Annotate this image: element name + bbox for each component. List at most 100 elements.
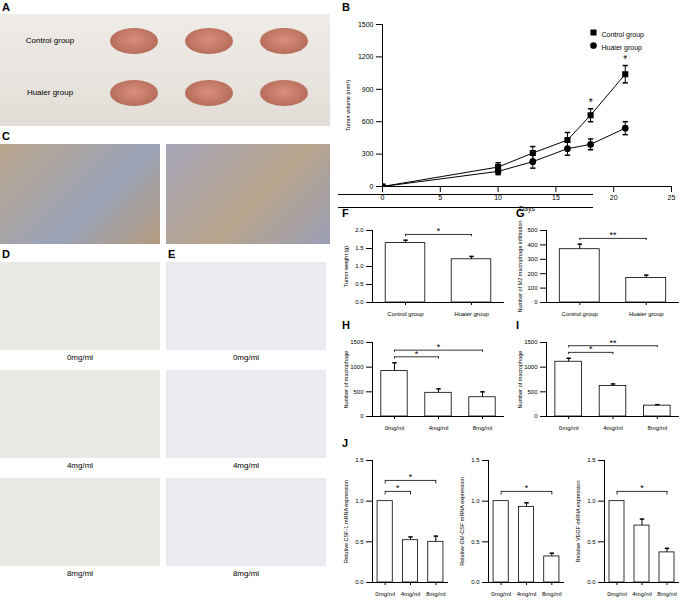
svg-text:200: 200 — [527, 271, 538, 277]
svg-text:1.0: 1.0 — [355, 263, 364, 269]
html-text:A: A — [2, 1, 10, 13]
svg-text:8mg/ml: 8mg/ml — [426, 591, 446, 597]
svg-text:2.0: 2.0 — [355, 227, 364, 233]
svg-text:4mg/ml: 4mg/ml — [517, 591, 537, 597]
svg-text:1.5: 1.5 — [355, 457, 364, 463]
html-text:D: D — [2, 248, 10, 260]
svg-text:1.0: 1.0 — [471, 498, 480, 504]
svg-text:1500: 1500 — [524, 339, 538, 345]
svg-text:500: 500 — [353, 389, 364, 395]
svg-text:1.5: 1.5 — [587, 457, 596, 463]
svg-text:Number of M2 macrophage infilt: Number of M2 macrophage infiltration — [517, 220, 523, 312]
svg-text:0: 0 — [534, 413, 538, 419]
html-text:4mg/ml: 4mg/ml — [66, 461, 94, 470]
html-text:E: E — [168, 248, 176, 260]
svg-text:*: * — [623, 54, 627, 65]
svg-text:0.0: 0.0 — [587, 579, 596, 585]
svg-text:1500: 1500 — [350, 339, 364, 345]
svg-text:Relative CSF-1 mRNA expression: Relative CSF-1 mRNA expression — [343, 480, 349, 563]
svg-text:**: ** — [609, 230, 617, 240]
svg-text:Number of macrophage: Number of macrophage — [517, 351, 523, 409]
svg-text:0.5: 0.5 — [355, 281, 364, 287]
svg-text:600: 600 — [362, 118, 374, 125]
svg-text:300: 300 — [527, 256, 538, 262]
svg-text:0.5: 0.5 — [355, 539, 364, 545]
svg-text:5: 5 — [438, 194, 442, 201]
svg-text:0: 0 — [360, 413, 364, 419]
svg-text:0: 0 — [370, 183, 374, 190]
html-text:Control group: Control group — [25, 36, 75, 45]
html-text:8mg/ml: 8mg/ml — [66, 569, 94, 578]
html-text:Huaier group: Huaier group — [26, 88, 74, 97]
svg-text:*: * — [409, 472, 413, 482]
svg-text:Control group: Control group — [562, 311, 599, 317]
svg-text:8mg/ml: 8mg/ml — [473, 425, 493, 431]
svg-text:0.5: 0.5 — [471, 539, 480, 545]
svg-text:8mg/ml: 8mg/ml — [542, 591, 562, 597]
html-text:F: F — [342, 207, 349, 219]
svg-text:*: * — [525, 483, 529, 493]
svg-text:0mg/ml: 0mg/ml — [559, 425, 579, 431]
svg-text:4mg/ml: 4mg/ml — [401, 591, 421, 597]
svg-text:300: 300 — [362, 150, 374, 157]
svg-text:Relative VEGF mRNA expression: Relative VEGF mRNA expression — [575, 481, 581, 563]
svg-text:**: ** — [609, 338, 617, 348]
svg-text:25: 25 — [668, 194, 676, 201]
svg-text:Relative GM-CSF mRNA expressio: Relative GM-CSF mRNA expression — [459, 477, 465, 566]
svg-text:1.0: 1.0 — [587, 498, 596, 504]
svg-text:4mg/ml: 4mg/ml — [429, 425, 449, 431]
svg-text:*: * — [396, 483, 400, 493]
html-text:H: H — [342, 319, 350, 331]
svg-text:Control group: Control group — [387, 311, 424, 317]
svg-text:1.0: 1.0 — [355, 498, 364, 504]
svg-text:1500: 1500 — [358, 21, 374, 28]
svg-text:4mg/ml: 4mg/ml — [603, 425, 623, 431]
svg-text:Huaier group: Huaier group — [629, 311, 664, 317]
svg-text:Control group: Control group — [602, 31, 645, 39]
svg-text:4mg/ml: 4mg/ml — [632, 591, 652, 597]
svg-text:*: * — [640, 483, 644, 493]
svg-text:0mg/ml: 0mg/ml — [385, 425, 405, 431]
svg-text:0.5: 0.5 — [587, 539, 596, 545]
svg-text:8mg/ml: 8mg/ml — [647, 425, 667, 431]
svg-text:0mg/ml: 0mg/ml — [491, 591, 511, 597]
svg-text:1.5: 1.5 — [471, 457, 480, 463]
svg-text:Days: Days — [519, 204, 535, 212]
html-text:G: G — [516, 207, 525, 219]
svg-text:Huaier group: Huaier group — [602, 44, 643, 52]
html-text:B: B — [342, 1, 350, 13]
svg-text:500: 500 — [527, 227, 538, 233]
svg-text:0.0: 0.0 — [355, 579, 364, 585]
svg-text:100: 100 — [527, 285, 538, 291]
svg-text:0: 0 — [534, 299, 538, 305]
svg-text:1.5: 1.5 — [355, 245, 364, 251]
html-text:J: J — [342, 437, 349, 449]
html-text:0mg/ml: 0mg/ml — [232, 353, 260, 362]
svg-text:1200: 1200 — [358, 53, 374, 60]
svg-text:400: 400 — [527, 242, 538, 248]
html-text:0mg/ml: 0mg/ml — [66, 353, 94, 362]
svg-text:0.0: 0.0 — [355, 299, 364, 305]
svg-text:15: 15 — [552, 194, 560, 201]
html-text:C: C — [2, 130, 10, 142]
svg-text:1000: 1000 — [524, 364, 538, 370]
svg-text:8mg/ml: 8mg/ml — [657, 591, 677, 597]
svg-text:Tumor weight (g): Tumor weight (g) — [343, 246, 349, 288]
svg-text:Tumor volume (mm³): Tumor volume (mm³) — [345, 80, 351, 131]
svg-text:10: 10 — [494, 194, 502, 201]
svg-text:0mg/ml: 0mg/ml — [607, 591, 627, 597]
svg-text:500: 500 — [527, 389, 538, 395]
svg-text:Huaier group: Huaier group — [454, 311, 489, 317]
html-text:8mg/ml: 8mg/ml — [232, 569, 260, 578]
svg-text:900: 900 — [362, 86, 374, 93]
svg-text:Number of macrophage: Number of macrophage — [343, 351, 349, 409]
svg-text:0: 0 — [381, 194, 385, 201]
svg-text:20: 20 — [610, 194, 618, 201]
svg-text:0.0: 0.0 — [471, 579, 480, 585]
html-text:4mg/ml: 4mg/ml — [232, 461, 260, 470]
svg-text:*: * — [437, 342, 441, 352]
svg-text:1000: 1000 — [350, 364, 364, 370]
svg-text:*: * — [437, 226, 441, 236]
svg-text:0mg/ml: 0mg/ml — [375, 591, 395, 597]
svg-text:*: * — [589, 97, 593, 108]
